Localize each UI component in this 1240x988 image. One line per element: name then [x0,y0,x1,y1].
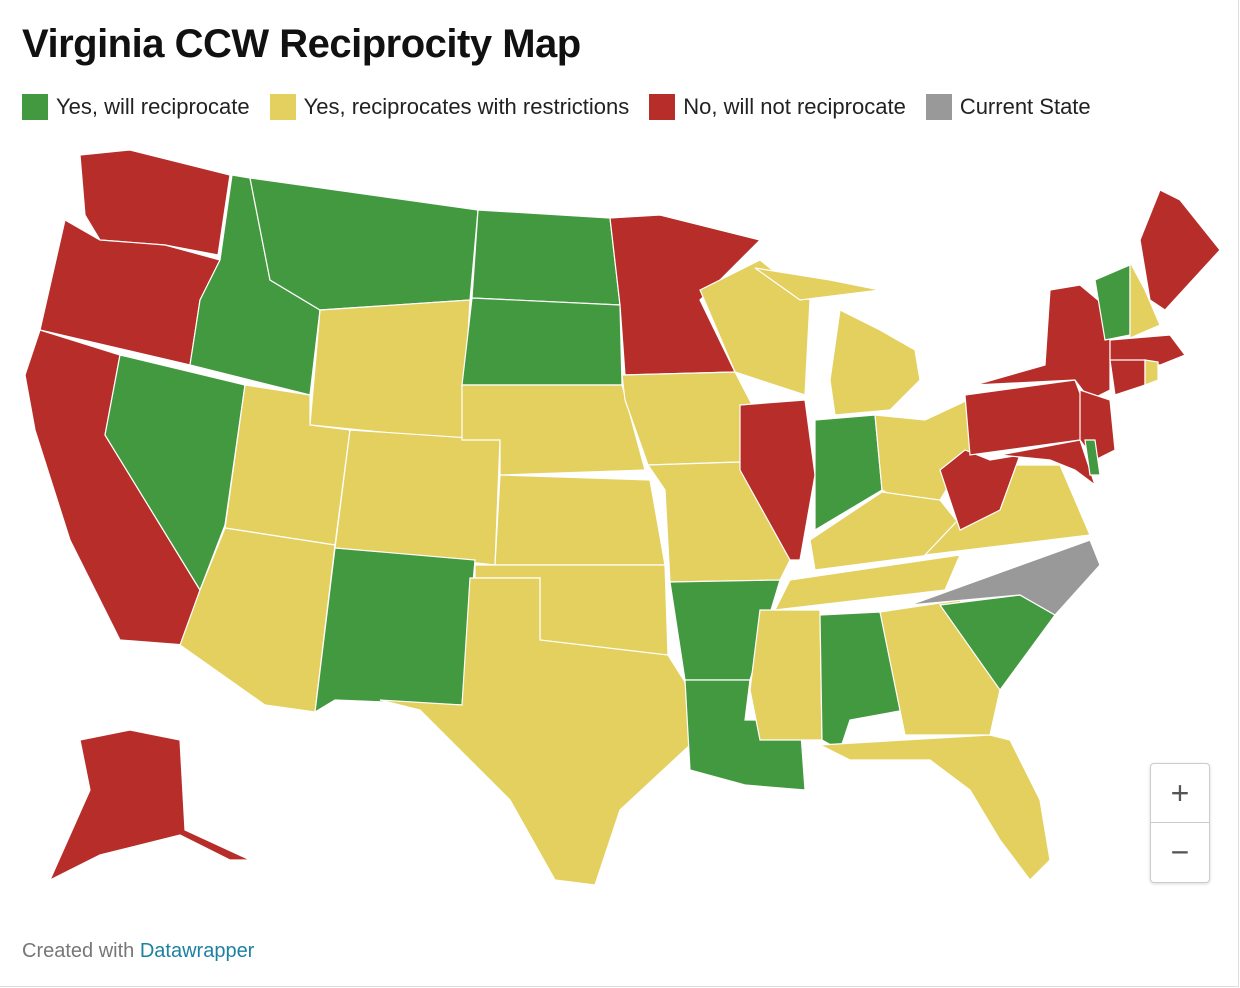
state [749,609,823,741]
legend: Yes, will reciprocate Yes, reciprocates w… [22,94,1091,120]
state [699,259,811,396]
legend-label: Yes, reciprocates with restrictions [303,94,630,119]
zoom-out[interactable]: − [1151,822,1209,881]
state [817,734,1051,881]
state [334,429,501,566]
state [974,284,1111,401]
state [609,214,762,376]
state [79,149,231,256]
state [379,577,691,886]
legend-swatch [925,94,952,120]
footer-text: Created with [22,940,135,962]
footer: Created with Datawrapper [22,940,254,963]
state [309,299,471,441]
state [999,439,1097,487]
legend-swatch [649,94,676,120]
state [773,554,961,611]
legend-label: Current State [959,94,1091,119]
state [471,209,621,306]
state [909,539,1101,616]
legend-item: Current State [925,94,1091,120]
state [1109,359,1146,396]
state [1144,359,1159,386]
state [1129,261,1161,339]
legend-label: Yes, will reciprocate [56,94,250,119]
title: Virginia CCW Reciprocity Map [22,22,581,66]
zoom-in[interactable]: + [1170,774,1190,811]
state [1084,439,1101,476]
legend-item: Yes, will reciprocate [22,94,250,120]
state [1139,189,1221,311]
legend-swatch [269,94,296,120]
zoom-control: + − [1150,763,1210,883]
legend-item: Yes, reciprocates with restrictions [269,94,630,120]
legend-label: No, will not reciprocate [683,94,906,119]
state [684,679,806,791]
footer-link[interactable]: Datawrapper [139,940,255,962]
state [494,474,666,566]
state [739,399,816,561]
state [1079,389,1116,461]
state [754,267,921,416]
state [621,371,761,466]
map [24,149,1221,886]
legend-item: No, will not reciprocate [649,94,906,120]
state [314,547,476,714]
state [1109,334,1186,366]
state [461,297,623,386]
legend-swatch [22,94,48,120]
state [48,729,251,882]
